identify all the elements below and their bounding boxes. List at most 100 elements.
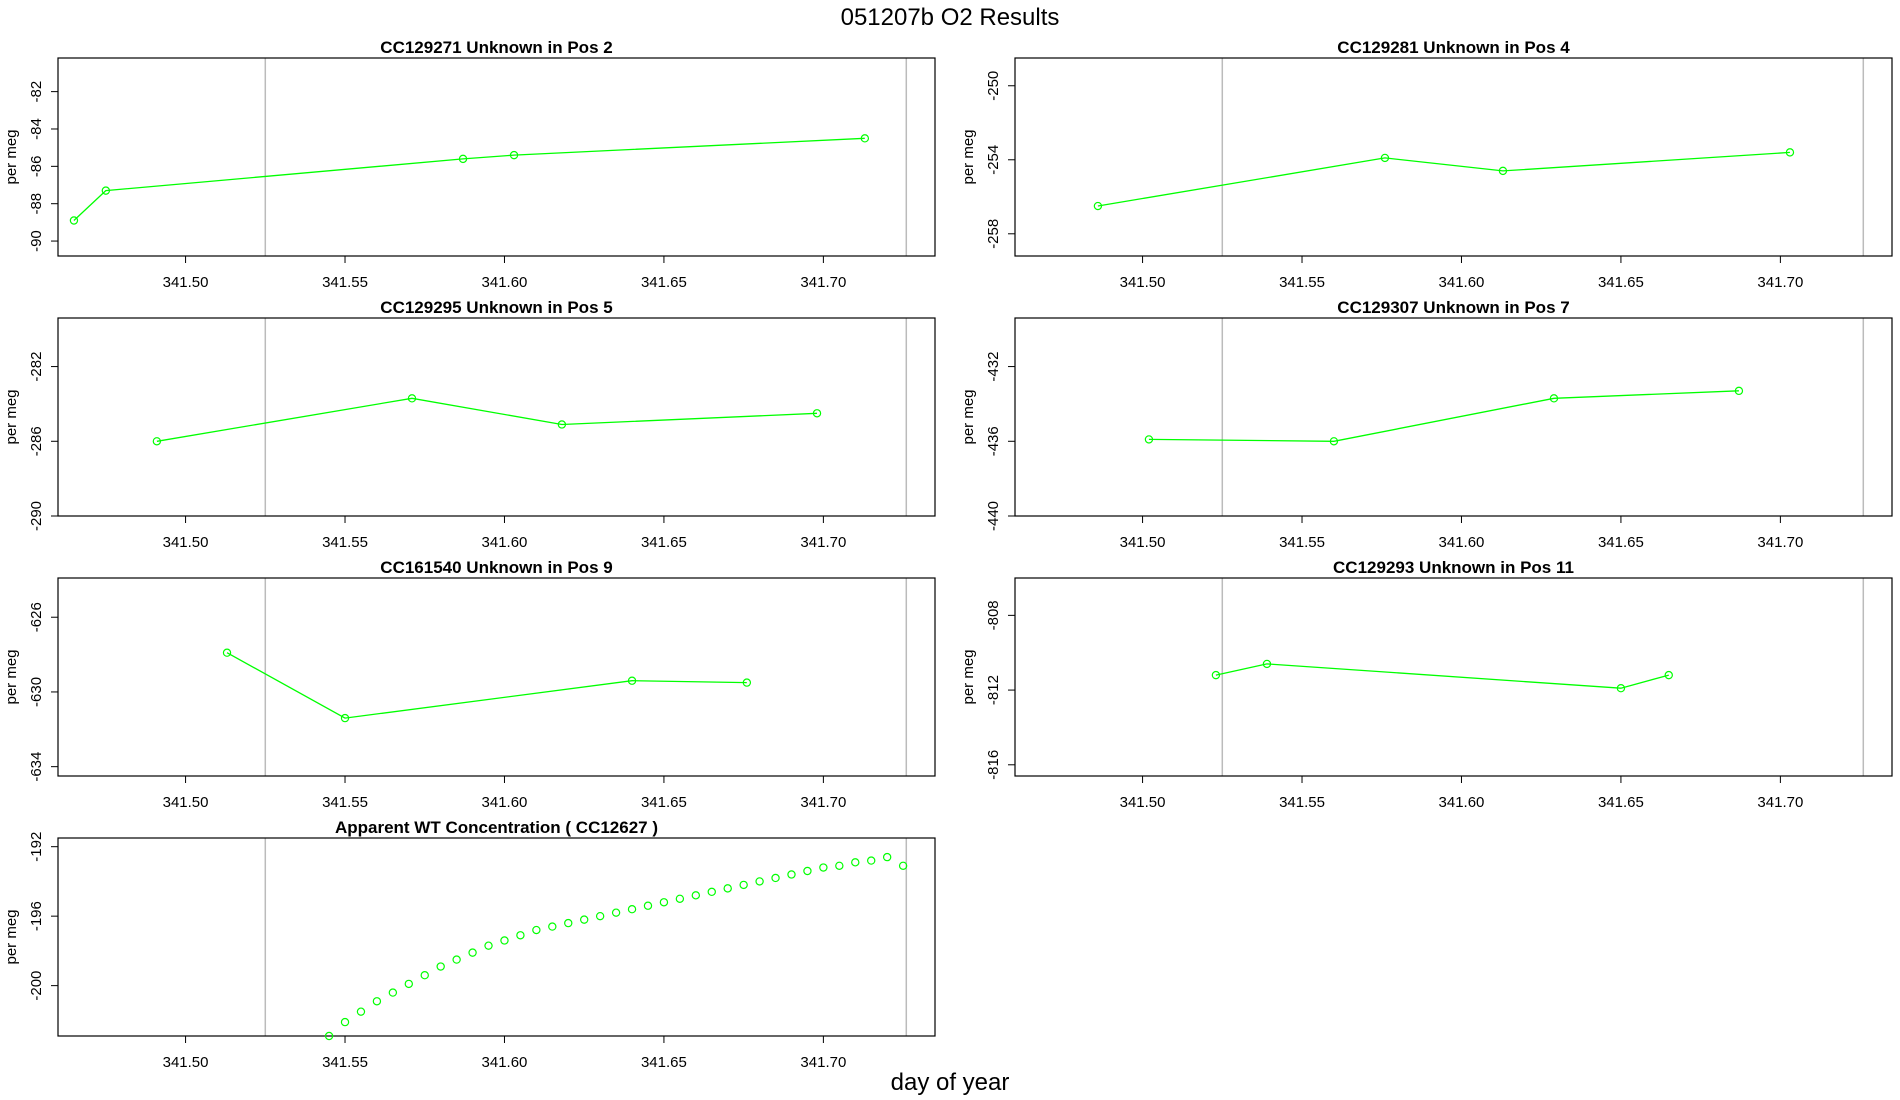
y-tick-label: -86 xyxy=(28,155,45,177)
x-tick-label: 341.60 xyxy=(482,1054,528,1071)
plot-frame xyxy=(1014,317,1893,517)
x-tick-label: 341.55 xyxy=(1279,534,1325,551)
data-point xyxy=(356,1007,366,1016)
x-tick-label: 341.50 xyxy=(163,1054,209,1071)
data-point xyxy=(407,394,417,403)
data-point xyxy=(500,936,509,945)
y-tick-label: -254 xyxy=(985,145,1002,175)
plot-frame xyxy=(57,837,936,1037)
y-tick-label: -84 xyxy=(28,118,45,140)
y-tick-label: -196 xyxy=(28,901,45,931)
data-point xyxy=(898,861,908,870)
data-point xyxy=(1549,394,1559,403)
y-tick-label: -192 xyxy=(28,832,45,862)
plot-frame xyxy=(1014,577,1893,777)
x-tick-label: 341.65 xyxy=(641,274,687,291)
x-tick-label: 341.65 xyxy=(1598,274,1644,291)
panel-title: CC161540 Unknown in Pos 9 xyxy=(380,558,612,577)
data-point xyxy=(860,134,870,143)
x-tick-label: 341.55 xyxy=(1279,274,1325,291)
data-point xyxy=(1616,684,1626,693)
y-tick-label: -258 xyxy=(985,219,1002,249)
y-axis-label: per meg xyxy=(960,649,977,704)
data-point xyxy=(787,870,796,879)
data-point xyxy=(851,858,860,867)
data-point xyxy=(742,678,752,687)
y-tick-label: -432 xyxy=(985,352,1002,382)
chart-panel-5: CC161540 Unknown in Pos 9 341.50 341.55 341… xyxy=(3,558,936,811)
data-point xyxy=(484,941,493,950)
y-tick-label: -290 xyxy=(28,501,45,531)
figure-title: 051207b O2 Results xyxy=(841,4,1060,31)
data-point xyxy=(611,908,621,917)
x-tick-label: 341.65 xyxy=(641,1054,687,1071)
x-tick-label: 341.70 xyxy=(800,794,846,811)
data-point xyxy=(324,1031,334,1041)
data-point xyxy=(1093,201,1103,211)
y-tick-label: -812 xyxy=(985,675,1002,705)
y-tick-label: -286 xyxy=(28,426,45,456)
data-point xyxy=(675,894,685,903)
x-tick-label: 341.55 xyxy=(1279,794,1325,811)
y-tick-label: -436 xyxy=(985,426,1002,456)
panel-title: CC129293 Unknown in Pos 11 xyxy=(1333,558,1574,577)
y-tick-label: -626 xyxy=(28,602,45,632)
data-point xyxy=(340,713,350,723)
x-tick-label: 341.70 xyxy=(800,534,846,551)
x-tick-label: 341.50 xyxy=(1120,534,1166,551)
data-point xyxy=(452,955,461,964)
data-point xyxy=(812,409,822,418)
panel-title: CC129271 Unknown in Pos 2 xyxy=(380,38,612,57)
x-tick-label: 341.65 xyxy=(641,794,687,811)
y-tick-label: -90 xyxy=(28,230,45,252)
data-point xyxy=(152,437,162,446)
data-point xyxy=(509,150,519,160)
x-tick-label: 341.50 xyxy=(1120,794,1166,811)
data-point xyxy=(803,866,812,876)
y-axis-label: per meg xyxy=(3,649,20,704)
data-point xyxy=(557,420,567,429)
data-point xyxy=(420,971,429,980)
data-point xyxy=(580,915,589,924)
panels-group: CC129271 Unknown in Pos 2 341.50 341.55 341… xyxy=(3,38,1893,1071)
data-point xyxy=(222,648,232,657)
data-point xyxy=(404,979,413,989)
x-tick-label: 341.55 xyxy=(322,1054,368,1071)
data-point xyxy=(882,852,892,862)
x-tick-label: 341.60 xyxy=(1439,794,1485,811)
chart-panel-4: CC129307 Unknown in Pos 7 341.50 341.55 341… xyxy=(960,298,1893,551)
data-point xyxy=(595,911,605,921)
data-point xyxy=(707,887,716,897)
x-tick-label: 341.60 xyxy=(1439,534,1485,551)
series-line xyxy=(73,137,865,221)
series-line xyxy=(1215,663,1669,689)
data-point xyxy=(372,997,382,1006)
data-point xyxy=(867,856,876,865)
y-tick-label: -808 xyxy=(985,600,1002,630)
data-point xyxy=(468,948,477,957)
data-point xyxy=(835,861,844,870)
x-tick-label: 341.50 xyxy=(163,534,209,551)
chart-panel-7: Apparent WT Concentration ( CC12627 ) 341… xyxy=(3,818,936,1071)
data-point xyxy=(388,988,398,997)
data-point xyxy=(1144,435,1154,444)
data-point xyxy=(1664,670,1673,680)
series-line xyxy=(1097,151,1790,207)
plot-frame xyxy=(57,317,936,517)
chart-panel-1: CC129271 Unknown in Pos 2 341.50 341.55 341… xyxy=(3,38,936,291)
series-line xyxy=(226,652,747,719)
y-tick-label: -816 xyxy=(985,750,1002,780)
x-tick-label: 341.50 xyxy=(163,794,209,811)
data-point xyxy=(1498,166,1508,176)
data-point xyxy=(548,922,557,931)
plot-frame xyxy=(57,57,936,257)
x-tick-label: 341.60 xyxy=(482,274,528,291)
plot-frame xyxy=(1014,57,1893,257)
plot-frame xyxy=(57,577,936,777)
y-tick-label: -634 xyxy=(28,752,45,782)
y-axis-label: per meg xyxy=(960,129,977,184)
x-tick-label: 341.65 xyxy=(1598,794,1644,811)
y-axis-label: per meg xyxy=(3,389,20,444)
x-tick-label: 341.60 xyxy=(482,794,528,811)
data-point xyxy=(819,863,828,872)
